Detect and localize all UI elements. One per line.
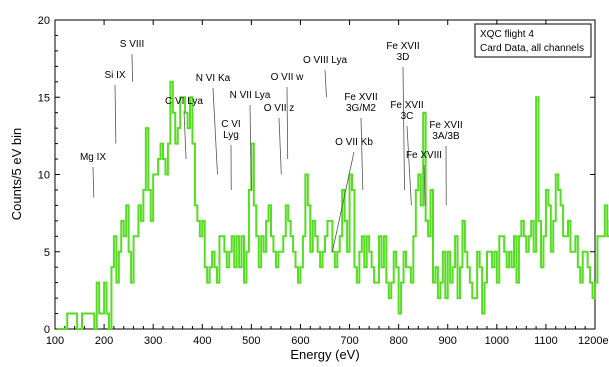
annotation-label: Fe XVIII	[406, 150, 442, 161]
annotation-leader-line	[92, 166, 95, 198]
legend-border	[474, 23, 592, 58]
annotation-label: O VII w	[271, 72, 305, 83]
y-axis-title: Counts/5 eV bin	[9, 128, 24, 221]
annotation-leader-line	[212, 87, 218, 175]
legend-box: XQC flight 4 Card Data, all channels	[474, 23, 592, 58]
annotation-label: 3G/M2	[346, 103, 376, 114]
x-tick-label: 500	[242, 335, 260, 347]
annotation-leader-line	[131, 53, 133, 82]
annotation-label: 3D	[397, 52, 410, 63]
annotation-label: O VIII Lya	[303, 55, 348, 66]
x-tick-label: 200	[95, 335, 113, 347]
x-tick-label: 100	[46, 335, 64, 347]
y-axis-ticks: 0 5 10 15 20	[38, 15, 595, 336]
annotation-label: N VII Lya	[230, 90, 271, 101]
legend-line-1: XQC flight 4	[480, 29, 534, 40]
annotation-label: Fe XVII	[429, 120, 462, 131]
x-axis-title: Energy (eV)	[290, 347, 359, 362]
annotation-label: Fe XVII	[344, 92, 377, 103]
x-tick-label: 600	[291, 335, 309, 347]
annotation-leader-line	[324, 69, 327, 98]
annotation-leader-line	[114, 84, 117, 144]
spectrum-series-line	[57, 80, 609, 330]
annotation-label: Si IX	[104, 70, 125, 81]
y-tick-label: 20	[38, 15, 50, 27]
annotation-leader-line	[331, 151, 355, 252]
annotation-label: C VI Lya	[165, 96, 203, 107]
annotation-label: Mg IX	[80, 152, 106, 163]
x-tick-label: 1000	[485, 335, 509, 347]
legend-line-2: Card Data, all channels	[480, 43, 584, 54]
y-tick-label: 10	[38, 170, 50, 182]
annotation-label: Fe XVII	[390, 100, 423, 111]
annotation-leader-line	[286, 86, 289, 160]
annotation-leader-line	[402, 66, 405, 190]
y-tick-label: 0	[44, 324, 50, 336]
annotation-leader-line	[360, 117, 364, 190]
x-tick-label: 1200eV	[578, 335, 609, 347]
y-tick-label: 5	[44, 247, 50, 259]
x-tick-label: 800	[389, 335, 407, 347]
x-tick-label: 1100	[534, 335, 558, 347]
x-tick-label: 900	[439, 335, 457, 347]
x-tick-label: 700	[340, 335, 358, 347]
annotation-leader-line	[406, 125, 412, 206]
annotation-label: S VIII	[120, 39, 144, 50]
annotation-label: Lyg	[223, 130, 239, 141]
x-axis-ticks: 100 200 300 400 500 600 700 800 900 1000 1100 1200e…	[46, 20, 609, 347]
annotation-label: 3A/3B	[432, 131, 460, 142]
annotation-label: O VII Kb	[335, 137, 373, 148]
y-tick-label: 15	[38, 92, 50, 104]
annotation-leader-line	[249, 104, 252, 190]
plot-area-border	[54, 19, 596, 330]
annotation-label: C VI	[221, 119, 240, 130]
annotation-leader-line	[278, 117, 282, 175]
annotation-leader-line	[183, 110, 187, 160]
x-tick-label: 400	[193, 335, 211, 347]
annotation-label: 3C	[401, 111, 414, 122]
annotation-label: N VI Ka	[196, 73, 231, 84]
plot-frame	[54, 19, 596, 330]
series-layer	[57, 80, 609, 330]
x-tick-label: 300	[144, 335, 162, 347]
annotation-label: Fe XVII	[386, 41, 419, 52]
annotation-leader-line	[423, 164, 426, 206]
annotation-label: O VII z	[264, 103, 295, 114]
